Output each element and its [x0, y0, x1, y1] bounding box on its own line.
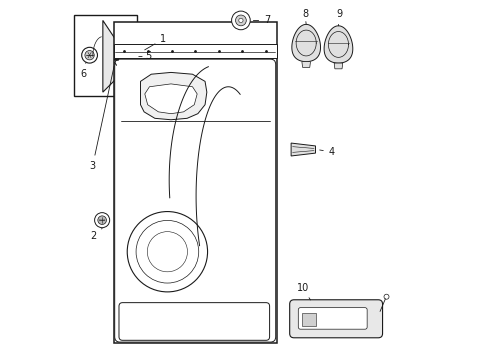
Circle shape [136, 220, 198, 283]
Bar [113, 22, 276, 343]
Bar [301, 313, 316, 325]
Bar [74, 15, 137, 96]
Polygon shape [291, 24, 320, 62]
Polygon shape [102, 21, 131, 92]
Circle shape [81, 47, 97, 63]
Circle shape [147, 231, 187, 272]
Circle shape [98, 216, 106, 225]
Text: 2: 2 [90, 228, 102, 240]
Polygon shape [324, 26, 352, 63]
Circle shape [231, 11, 250, 30]
FancyBboxPatch shape [289, 300, 382, 338]
Circle shape [238, 18, 243, 23]
Bar [113, 44, 276, 58]
FancyBboxPatch shape [115, 59, 275, 342]
Circle shape [85, 50, 94, 60]
Text: 7: 7 [253, 15, 270, 26]
Text: 4: 4 [319, 147, 334, 157]
Circle shape [235, 15, 246, 26]
Text: 6: 6 [80, 62, 86, 79]
Text: 1: 1 [144, 34, 166, 50]
Text: 10: 10 [296, 283, 310, 300]
Text: 9: 9 [336, 9, 342, 26]
Polygon shape [290, 143, 315, 156]
FancyBboxPatch shape [119, 303, 269, 340]
Circle shape [127, 212, 207, 292]
Polygon shape [140, 72, 206, 120]
Text: 8: 8 [301, 9, 307, 24]
Polygon shape [301, 62, 310, 67]
Polygon shape [144, 84, 197, 114]
Text: 3: 3 [89, 66, 114, 171]
Circle shape [94, 213, 109, 228]
Text: – 5: – 5 [137, 51, 152, 61]
Polygon shape [333, 63, 342, 69]
Circle shape [383, 294, 388, 299]
FancyBboxPatch shape [298, 308, 366, 329]
